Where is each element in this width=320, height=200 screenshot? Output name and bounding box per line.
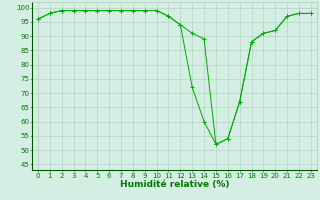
X-axis label: Humidité relative (%): Humidité relative (%) <box>120 180 229 189</box>
